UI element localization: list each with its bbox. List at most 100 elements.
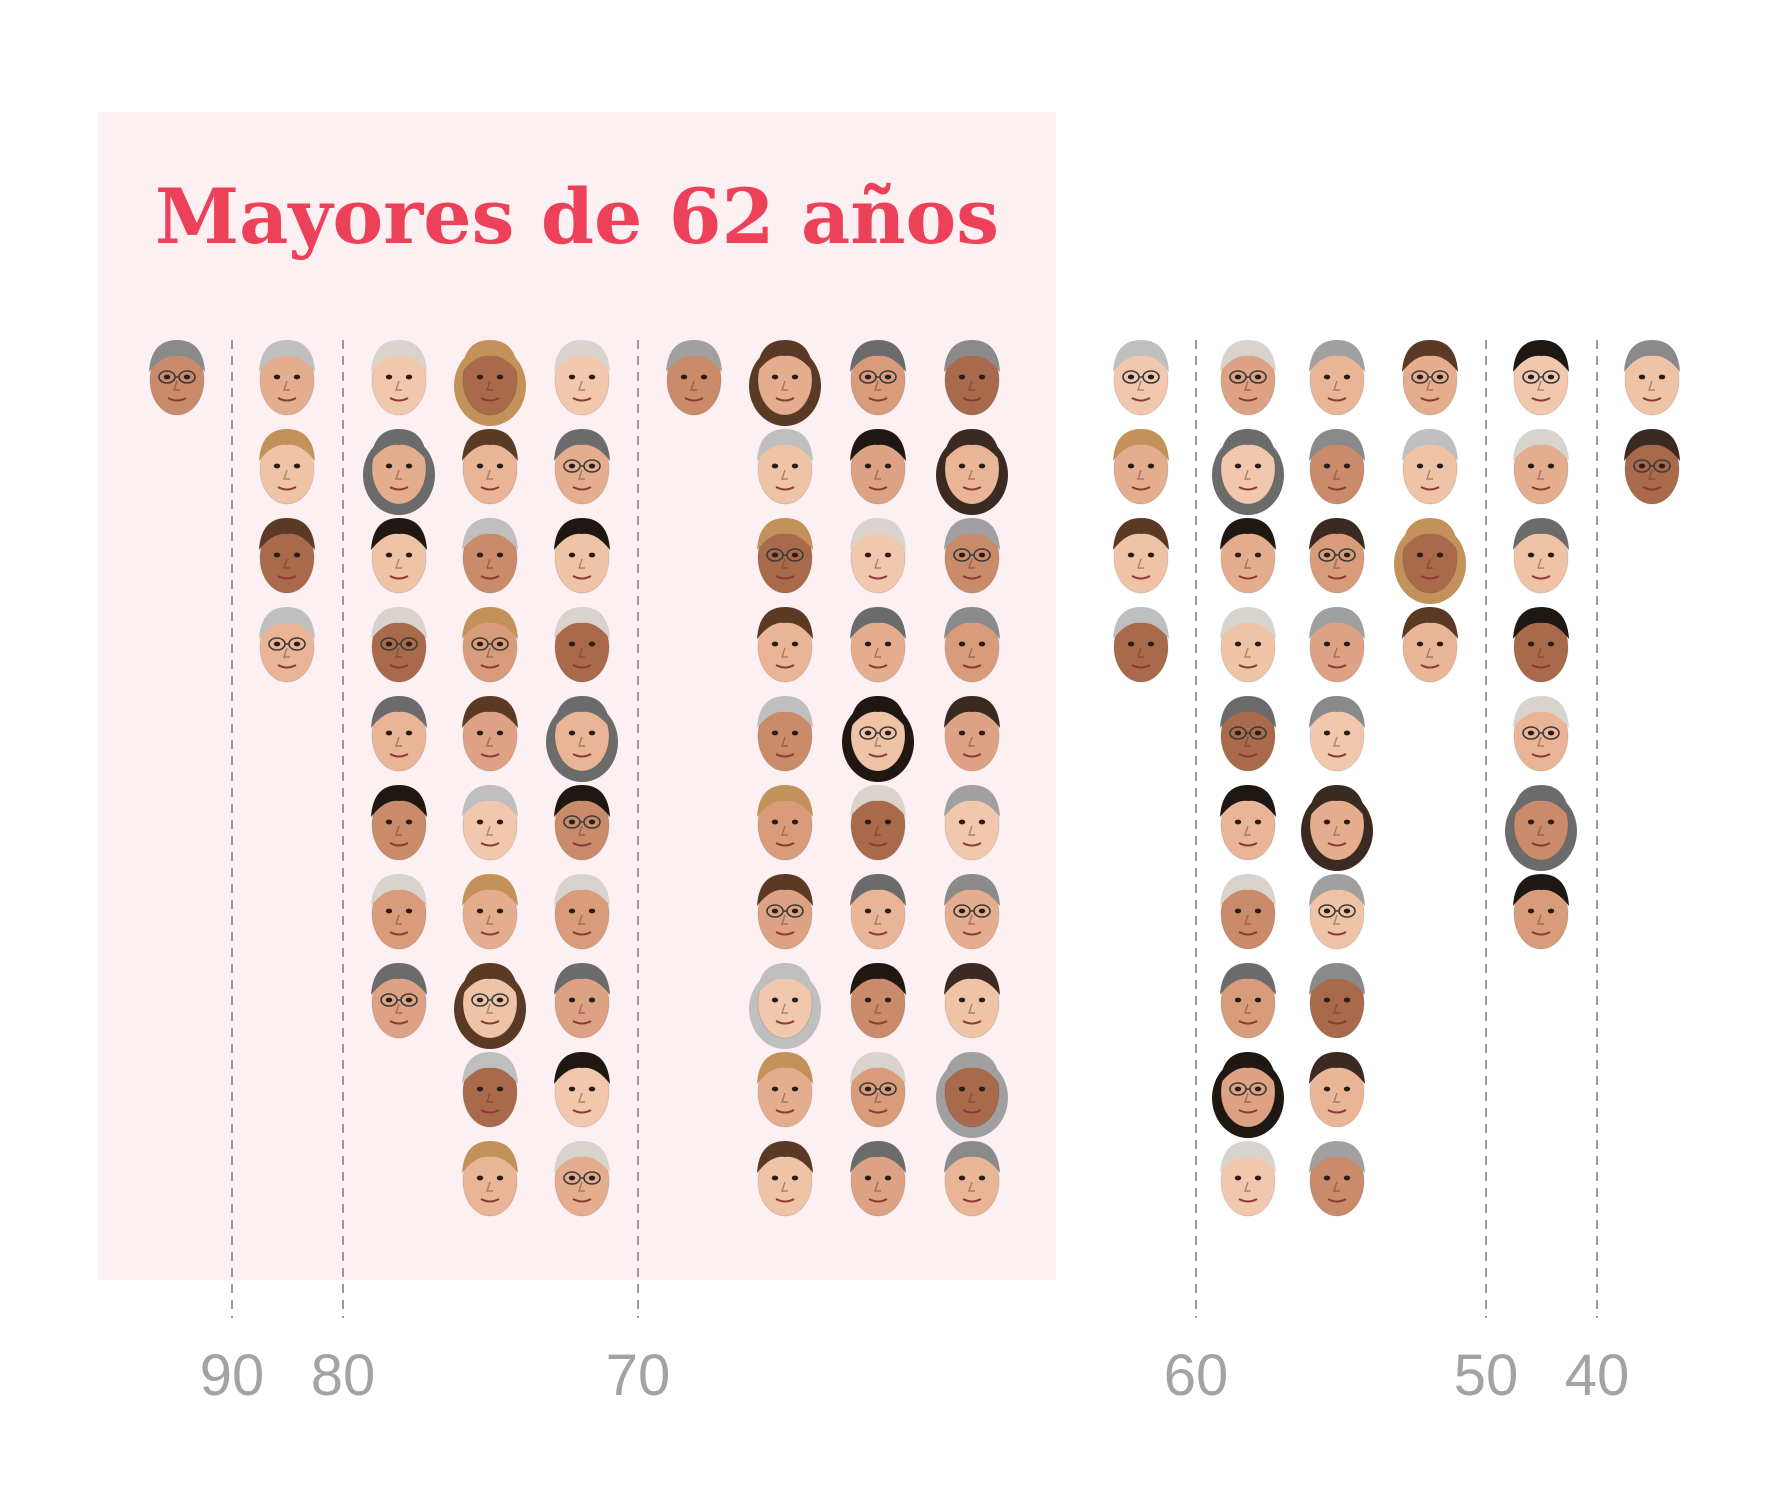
senator-face xyxy=(1113,607,1169,683)
senator-face xyxy=(757,874,813,950)
senator-face xyxy=(757,518,813,594)
x-axis-tick-labels: 90 80 70 60 50 40 xyxy=(200,1343,1630,1408)
senator-face xyxy=(1309,1141,1365,1217)
senator-face xyxy=(1113,340,1169,416)
senator-faces xyxy=(149,340,1680,1217)
senator-face xyxy=(1309,696,1365,772)
senator-face xyxy=(1309,607,1365,683)
senator-face xyxy=(936,429,1008,515)
x-tick-label-40: 40 xyxy=(1565,1343,1630,1408)
x-tick-label-60: 60 xyxy=(1164,1343,1229,1408)
senator-face xyxy=(666,340,722,416)
senator-face xyxy=(371,785,427,861)
senator-face xyxy=(462,429,518,505)
senator-face xyxy=(454,963,526,1049)
senator-face xyxy=(850,785,906,861)
senator-face xyxy=(1220,785,1276,861)
senator-face xyxy=(1309,874,1365,950)
senator-face xyxy=(749,963,821,1049)
senator-face xyxy=(850,340,906,416)
senator-face xyxy=(936,1052,1008,1138)
senator-face xyxy=(554,429,610,505)
senator-face xyxy=(554,607,610,683)
senator-face xyxy=(850,518,906,594)
senator-face xyxy=(749,340,821,426)
senator-face xyxy=(944,607,1000,683)
senator-face xyxy=(944,518,1000,594)
senator-face xyxy=(757,1141,813,1217)
senator-face xyxy=(371,340,427,416)
senator-face xyxy=(371,696,427,772)
senator-face xyxy=(462,1052,518,1128)
senator-face xyxy=(1301,785,1373,871)
senator-face xyxy=(554,874,610,950)
senator-face xyxy=(454,340,526,426)
senator-face xyxy=(1309,340,1365,416)
senator-face xyxy=(1309,518,1365,594)
senator-face xyxy=(1113,518,1169,594)
x-tick-label-70: 70 xyxy=(606,1343,671,1408)
senator-face xyxy=(1513,429,1569,505)
senator-face xyxy=(1513,518,1569,594)
senator-face xyxy=(363,429,435,515)
senator-face xyxy=(371,963,427,1039)
x-tick-label-50: 50 xyxy=(1454,1343,1519,1408)
senator-face xyxy=(944,963,1000,1039)
senator-face xyxy=(546,696,618,782)
senator-face xyxy=(1220,340,1276,416)
x-tick-label-80: 80 xyxy=(311,1343,376,1408)
senator-face xyxy=(757,1052,813,1128)
senator-face xyxy=(462,607,518,683)
senator-face xyxy=(944,874,1000,950)
senator-face xyxy=(850,1052,906,1128)
senator-face xyxy=(850,874,906,950)
senator-face xyxy=(1402,340,1458,416)
senator-face xyxy=(1220,518,1276,594)
senator-face xyxy=(259,518,315,594)
senator-face xyxy=(371,518,427,594)
senator-face xyxy=(1309,1052,1365,1128)
senator-face xyxy=(757,607,813,683)
senator-face xyxy=(462,696,518,772)
senator-face xyxy=(462,874,518,950)
senator-face xyxy=(371,874,427,950)
senator-face xyxy=(850,429,906,505)
senator-face xyxy=(757,696,813,772)
senator-face xyxy=(1513,874,1569,950)
senator-face xyxy=(554,785,610,861)
senator-face xyxy=(462,1141,518,1217)
senator-face xyxy=(462,785,518,861)
senator-face xyxy=(850,607,906,683)
senator-face xyxy=(757,785,813,861)
senator-face xyxy=(850,1141,906,1217)
senator-face xyxy=(850,963,906,1039)
senator-face xyxy=(371,607,427,683)
senator-face xyxy=(554,963,610,1039)
x-tick-label-90: 90 xyxy=(200,1343,265,1408)
senator-face xyxy=(1513,340,1569,416)
senator-face xyxy=(1212,429,1284,515)
senator-face xyxy=(554,518,610,594)
senator-face xyxy=(842,696,914,782)
senator-face xyxy=(1220,874,1276,950)
senator-face xyxy=(1402,429,1458,505)
senator-face xyxy=(1220,963,1276,1039)
senator-face xyxy=(1220,607,1276,683)
chart-title: Mayores de 62 años xyxy=(155,172,999,261)
senator-face xyxy=(462,518,518,594)
senator-face xyxy=(944,1141,1000,1217)
senator-face xyxy=(554,1052,610,1128)
gridlines xyxy=(231,340,1598,1318)
senator-face xyxy=(1220,1141,1276,1217)
senator-face xyxy=(1624,429,1680,505)
senator-face xyxy=(1309,429,1365,505)
senator-face xyxy=(1394,518,1466,604)
senator-face xyxy=(1513,696,1569,772)
senator-face xyxy=(1513,607,1569,683)
senator-face xyxy=(1212,1052,1284,1138)
senator-face xyxy=(944,785,1000,861)
senator-face xyxy=(149,340,205,416)
senator-face xyxy=(1113,429,1169,505)
senator-face xyxy=(259,340,315,416)
